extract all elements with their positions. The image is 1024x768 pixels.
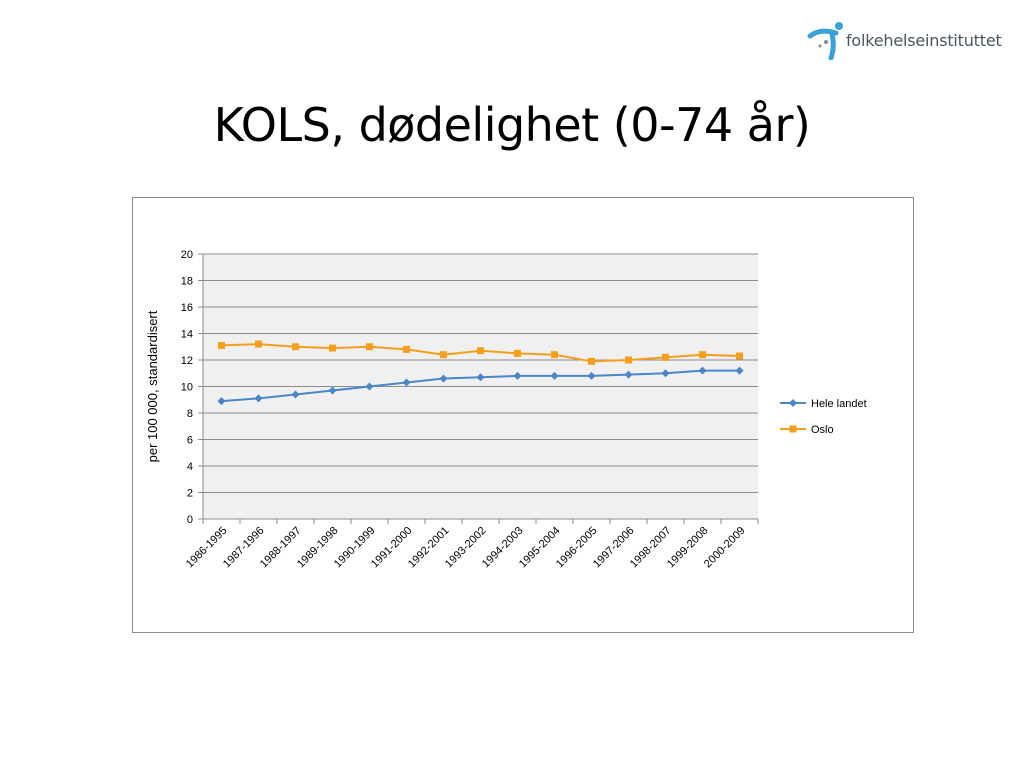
- y-tick-label: 8: [187, 408, 193, 420]
- legend-item: Hele landet: [780, 398, 867, 410]
- y-tick-label: 18: [181, 276, 193, 288]
- legend-marker: [789, 425, 797, 433]
- data-point-oslo: [440, 351, 447, 359]
- legend-label: Oslo: [811, 424, 834, 436]
- data-point-oslo: [736, 352, 743, 360]
- data-point-oslo: [403, 345, 410, 353]
- y-tick-label: 0: [187, 514, 193, 526]
- legend-marker: [789, 399, 797, 407]
- data-point-oslo: [662, 353, 669, 361]
- data-point-hele-landet: [217, 397, 226, 406]
- data-point-hele-landet: [735, 366, 744, 375]
- data-point-oslo: [218, 341, 225, 349]
- data-point-oslo: [255, 340, 262, 348]
- data-point-hele-landet: [439, 374, 448, 383]
- logo: folkehelseinstituttet: [806, 18, 1002, 62]
- series-oslo: [218, 340, 743, 365]
- data-point-hele-landet: [476, 373, 485, 382]
- data-point-oslo: [366, 343, 373, 351]
- y-tick-label: 10: [181, 382, 193, 394]
- y-tick-label: 6: [187, 435, 193, 447]
- data-point-hele-landet: [587, 371, 596, 380]
- data-point-oslo: [588, 357, 595, 365]
- y-axis-label: per 100 000, standardisert: [145, 310, 160, 462]
- data-point-hele-landet: [365, 382, 374, 391]
- data-point-hele-landet: [254, 394, 263, 403]
- data-point-oslo: [551, 351, 558, 359]
- data-point-oslo: [699, 351, 706, 359]
- data-point-oslo: [477, 347, 484, 355]
- logo-text: folkehelseinstituttet: [846, 30, 1002, 50]
- legend-item: Oslo: [780, 424, 834, 436]
- series-hele-landet: [217, 366, 744, 406]
- data-point-oslo: [329, 344, 336, 352]
- data-point-oslo: [514, 349, 521, 357]
- y-tick-label: 14: [181, 329, 193, 341]
- y-tick-label: 16: [181, 302, 193, 314]
- data-point-hele-landet: [513, 371, 522, 380]
- y-tick-label: 20: [181, 249, 193, 261]
- legend-label: Hele landet: [811, 398, 867, 410]
- legend: Hele landet Oslo: [780, 398, 867, 436]
- y-tick-label: 2: [187, 488, 193, 500]
- data-point-oslo: [625, 356, 632, 364]
- data-point-hele-landet: [550, 371, 559, 380]
- data-point-hele-landet: [661, 369, 670, 378]
- y-tick-label: 12: [181, 355, 193, 367]
- data-point-oslo: [292, 343, 299, 351]
- y-tick-label: 4: [187, 461, 193, 473]
- chart-frame: 0 2 4 6 8 10 12 14 16 18 20 1986-1995 1987-1996 1988…: [132, 197, 914, 633]
- data-point-hele-landet: [402, 378, 411, 387]
- data-point-hele-landet: [328, 386, 337, 395]
- data-point-hele-landet: [698, 366, 707, 375]
- data-point-hele-landet: [291, 390, 300, 399]
- data-point-hele-landet: [624, 370, 633, 379]
- person-figure-icon: [807, 22, 843, 60]
- slide-title: KOLS, dødelighet (0-74 år): [213, 98, 811, 152]
